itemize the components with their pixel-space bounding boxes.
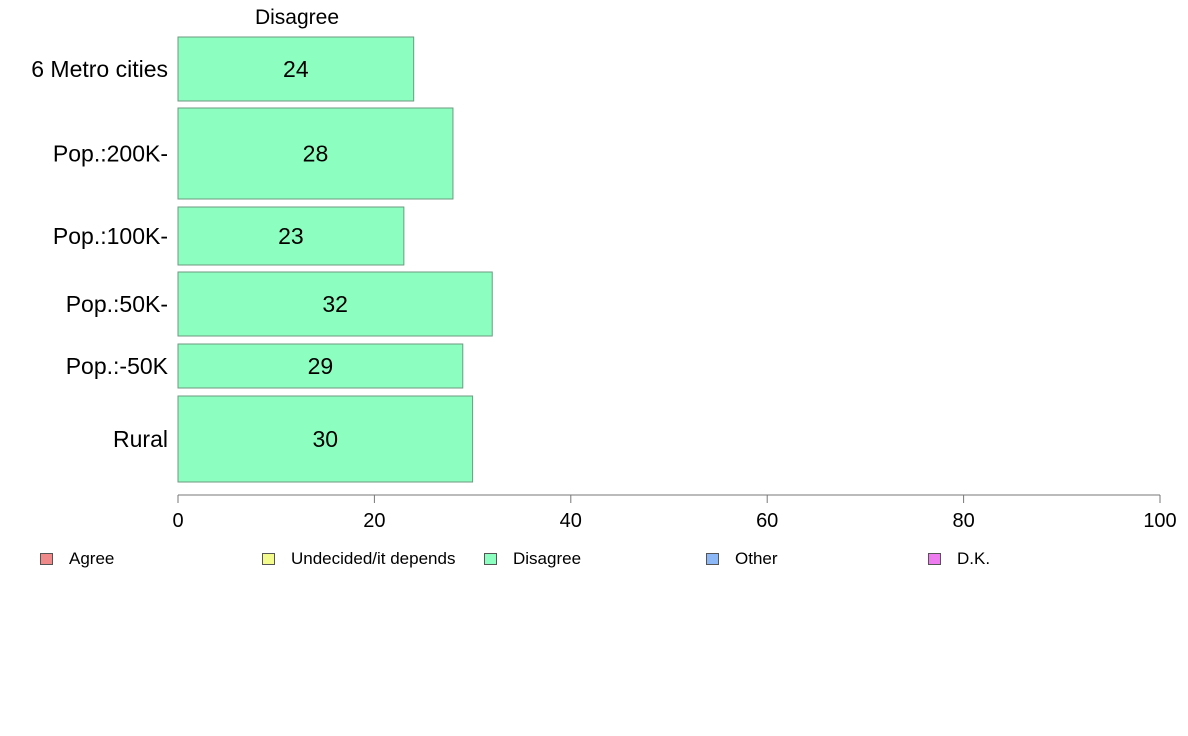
category-label: Rural	[113, 426, 168, 452]
bar-pop-200k	[177, 107, 454, 200]
legend-label-agree: Agree	[69, 549, 115, 568]
legend-item-undecided: Undecided/it depends	[262, 549, 455, 569]
legend-label-other: Other	[735, 549, 778, 568]
x-tick-label: 80	[952, 510, 974, 532]
legend: Agree Undecided/it depends Disagree Othe…	[0, 549, 1188, 571]
category-label: Pop.:100K-	[53, 223, 168, 249]
legend-item-other: Other	[706, 549, 778, 569]
category-label: Pop.:50K-	[66, 291, 168, 317]
bar-pop-100k	[177, 206, 405, 266]
bar-pop-50k	[177, 343, 464, 389]
bar-chart: Disagree 24 6 Metro cities 28 Pop.:200K- 23 P…	[31, 6, 1177, 532]
x-tick-label: 60	[756, 510, 778, 532]
legend-swatch-undecided	[262, 553, 275, 565]
bar-pop-50k	[177, 271, 493, 337]
category-label: Pop.:200K-	[53, 141, 168, 167]
bar-value-label: 24	[283, 56, 309, 82]
x-tick-label: 0	[172, 510, 183, 532]
bar-value-label: 32	[322, 291, 348, 317]
bar-value-label: 28	[303, 141, 329, 167]
legend-item-disagree: Disagree	[484, 549, 581, 569]
category-label: Pop.:-50K	[66, 353, 169, 379]
legend-label-dk: D.K.	[957, 549, 991, 568]
legend-swatch-other	[706, 553, 719, 565]
bar-value-label: 23	[278, 223, 304, 249]
legend-swatch-dk	[928, 553, 941, 565]
legend-item-agree: Agree	[40, 549, 114, 569]
bar-value-label: 29	[308, 353, 334, 379]
x-tick-label: 100	[1143, 510, 1176, 532]
legend-swatch-agree	[40, 553, 53, 565]
category-label: 6 Metro cities	[31, 56, 168, 82]
legend-item-dk: D.K.	[928, 549, 990, 569]
legend-label-undecided: Undecided/it depends	[291, 549, 456, 568]
legend-swatch-disagree	[484, 553, 497, 565]
x-axis: 0 20 40 60 80 100	[172, 494, 1177, 532]
chart-title: Disagree	[255, 6, 339, 29]
legend-label-disagree: Disagree	[513, 549, 582, 568]
bar-value-label: 30	[313, 426, 339, 452]
bar-6-metro-cities	[177, 36, 415, 102]
bar-rural	[177, 395, 474, 483]
x-tick-label: 20	[363, 510, 385, 532]
bars-group: 24 6 Metro cities 28 Pop.:200K- 23 Pop.:100K-…	[31, 36, 493, 483]
x-tick-label: 40	[560, 510, 582, 532]
